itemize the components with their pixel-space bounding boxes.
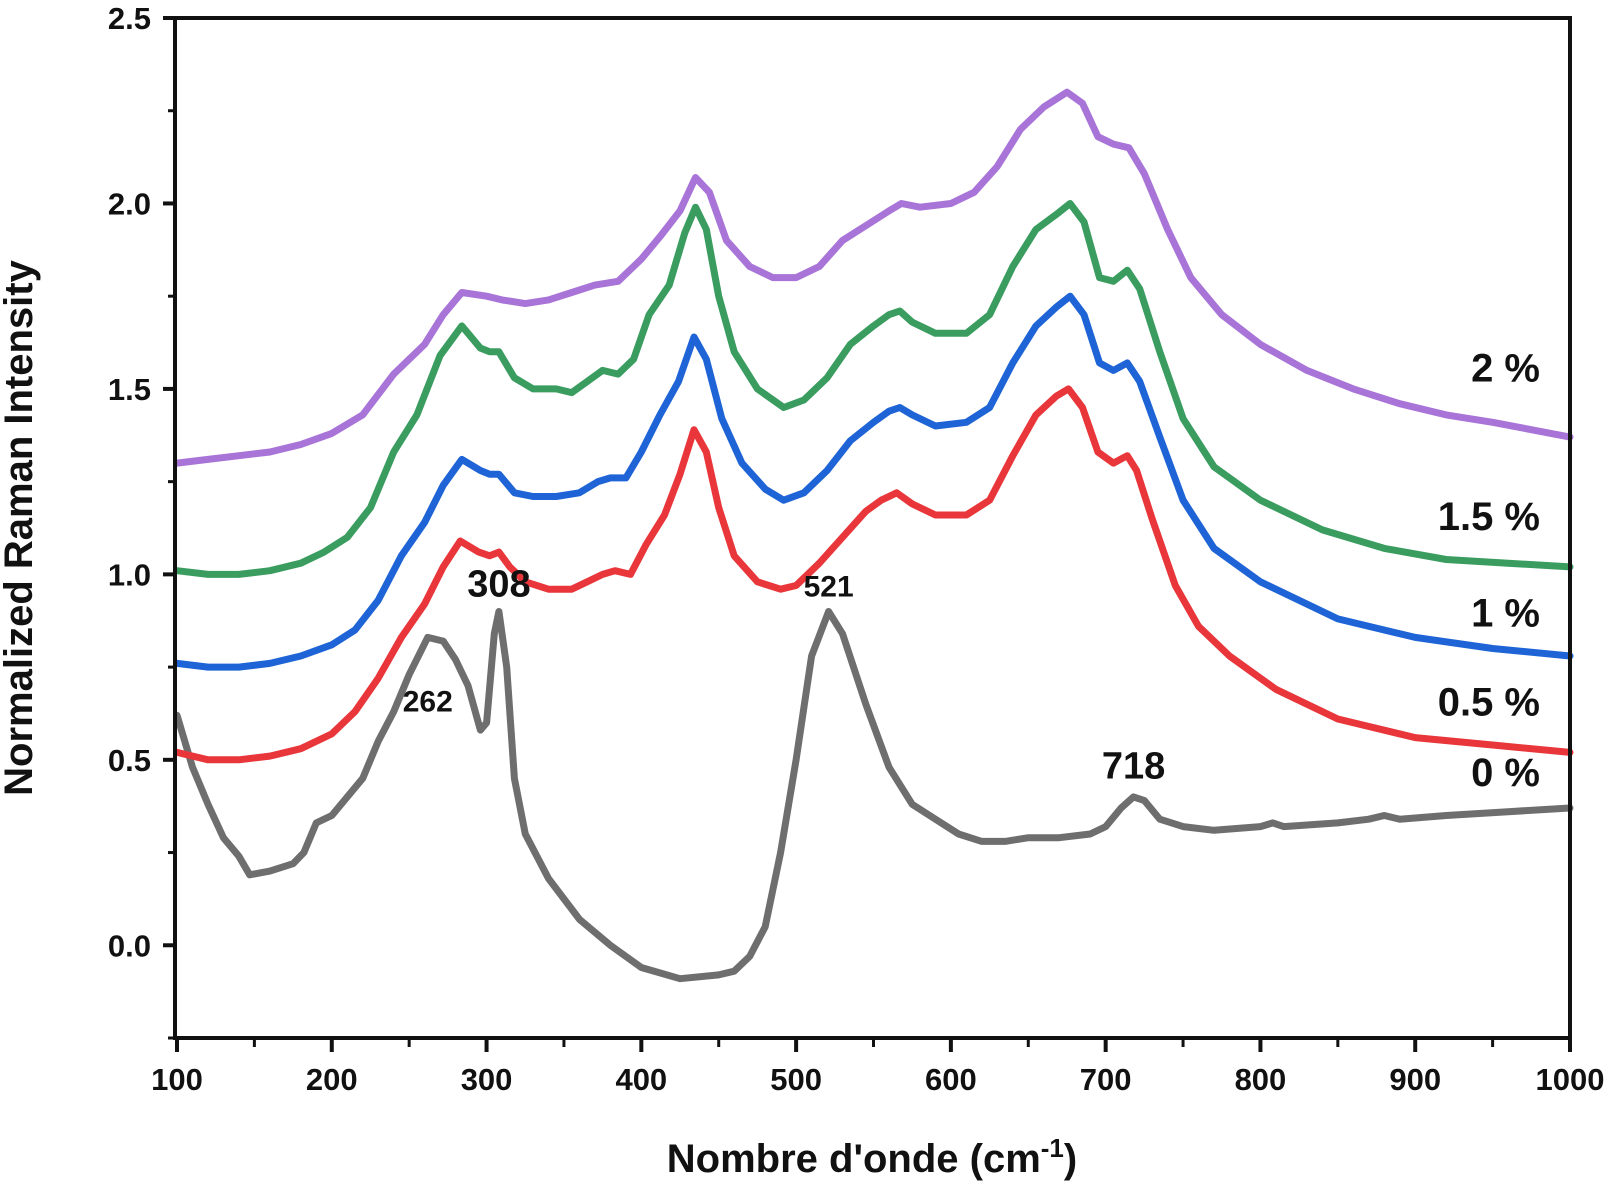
series-layer: [173, 88, 1574, 983]
x-axis-title-main: Nombre d'onde (cm: [667, 1137, 1041, 1181]
x-tick-label: 400: [615, 1062, 667, 1097]
y-tick-label: 0.0: [108, 928, 151, 963]
series-line-0-5: [173, 385, 1574, 764]
series-line-1: [173, 292, 1574, 671]
x-tick-label: 500: [770, 1062, 822, 1097]
series-label: 1.5 %: [1438, 495, 1540, 539]
y-tick-label: 1.0: [108, 557, 151, 592]
x-tick-label: 700: [1080, 1062, 1132, 1097]
y-tick-label: 1.5: [108, 372, 151, 407]
series-line-1-5: [173, 200, 1574, 578]
series-label: 1 %: [1471, 591, 1540, 635]
y-tick-label: 2.0: [108, 186, 151, 221]
series-line-0: [173, 608, 1574, 983]
x-tick-label: 300: [461, 1062, 513, 1097]
peak-label-718: 718: [1102, 745, 1165, 787]
peak-label-262: 262: [403, 686, 453, 719]
y-tick-label: 2.5: [108, 1, 151, 36]
series-label: 0.5 %: [1438, 680, 1540, 724]
ticks-layer: 100 200 300 400 500 600 700 800 900 1000 0.0 0.5 1.0…: [108, 1, 1605, 1097]
x-tick-label: 200: [306, 1062, 358, 1097]
y-tick-label: 0.5: [108, 743, 151, 778]
plot-frame: [173, 16, 1572, 1040]
x-axis-title: Nombre d'onde (cm-1): [667, 1133, 1077, 1181]
series-label: 0 %: [1471, 751, 1540, 795]
x-tick-label: 600: [925, 1062, 977, 1097]
x-axis-title-end: ): [1064, 1137, 1077, 1181]
labels-layer: 2 % 1.5 % 1 % 0.5 % 0 % 308 262 521 718: [403, 346, 1540, 794]
x-tick-label: 900: [1389, 1062, 1441, 1097]
x-tick-label: 800: [1235, 1062, 1287, 1097]
x-tick-label: 100: [151, 1062, 203, 1097]
y-axis-title: Normalized Raman Intensity: [0, 259, 41, 795]
x-axis-title-superscript: -1: [1041, 1133, 1064, 1163]
peak-label-521: 521: [804, 571, 854, 604]
series-line-2: [173, 88, 1574, 467]
x-tick-label: 1000: [1536, 1062, 1605, 1097]
peak-label-308: 308: [467, 564, 530, 606]
series-label: 2 %: [1471, 346, 1540, 390]
